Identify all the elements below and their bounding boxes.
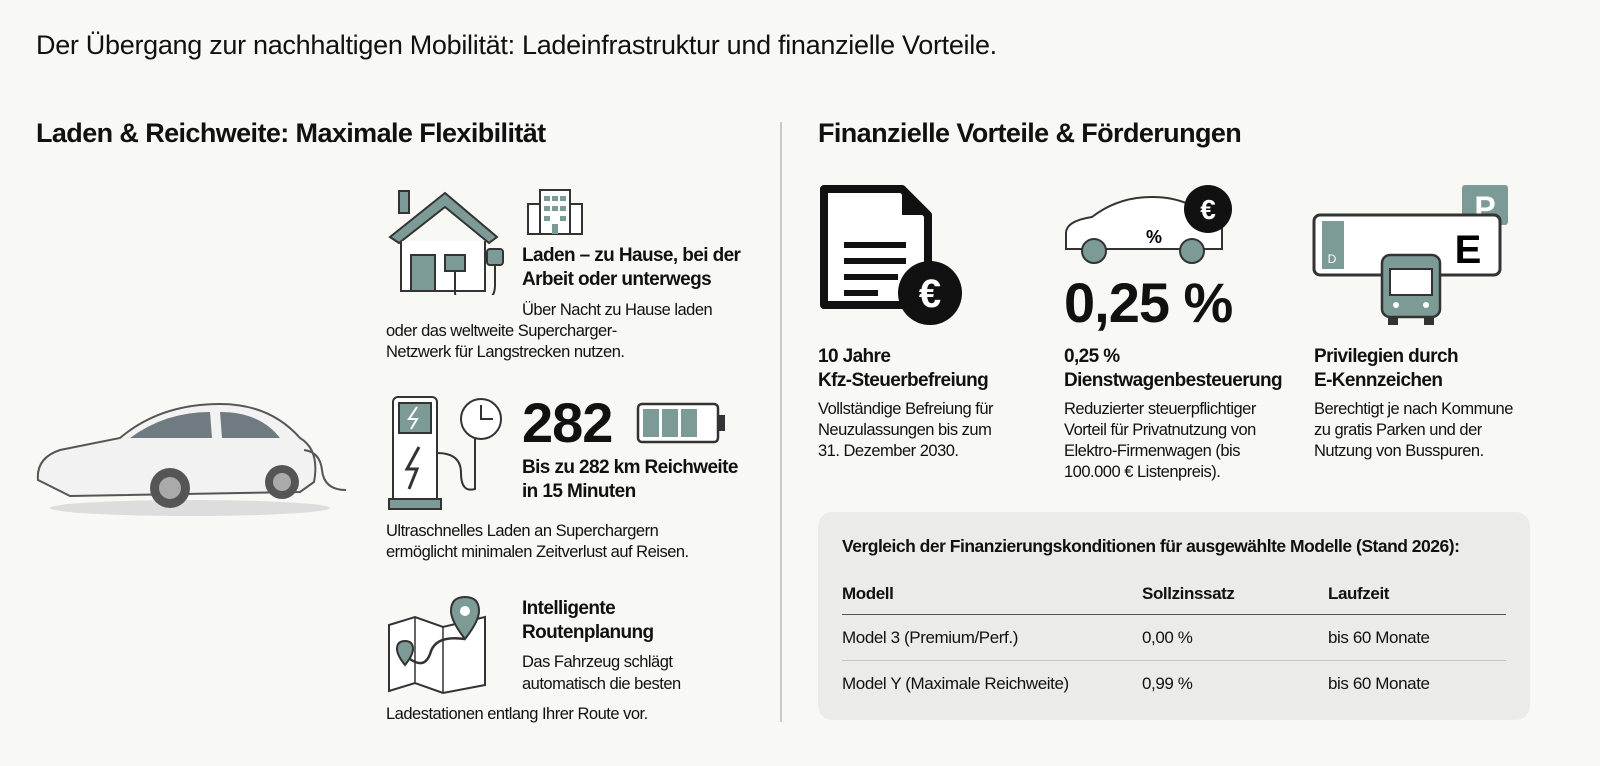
route-title: Intelligente — [522, 598, 616, 619]
charging-text: Über Nacht zu Hause laden — [522, 301, 713, 319]
document-euro-icon: € — [820, 185, 962, 325]
card-text: Elektro-Firmenwagen (bis — [1064, 442, 1240, 460]
card-title: 10 Jahre — [818, 346, 891, 367]
range-text: Ultraschnelles Laden an Superchargern — [386, 522, 659, 540]
range-title: Bis zu 282 km Reichweite — [522, 457, 738, 478]
benefit-card: 0,25 % Dienstwagenbesteuerung Reduzierter … — [1064, 345, 1283, 483]
benefit-card: 10 Jahre Kfz-Steuerbefreiung Vollständige … — [818, 345, 994, 462]
svg-text:€: € — [1200, 194, 1216, 225]
header-model: Modell — [842, 584, 894, 603]
svg-text:E: E — [1455, 228, 1482, 272]
svg-text:%: % — [1146, 227, 1162, 247]
card-title: Dienstwagenbesteuerung — [1064, 370, 1283, 391]
card-title: E-Kennzeichen — [1314, 370, 1443, 391]
table-caption: Vergleich der Finanzierungskonditionen f… — [842, 536, 1460, 556]
table-header: Modell Sollzinssatz Laufzeit — [842, 584, 1506, 615]
route-text: automatisch die besten — [522, 675, 681, 693]
card-text: Neuzulassungen bis zum — [818, 421, 992, 439]
card-text: zu gratis Parken und der — [1314, 421, 1482, 439]
page-title: Der Übergang zur nachhaltigen Mobilität:… — [36, 30, 997, 60]
electric-car-image — [36, 402, 347, 516]
svg-text:€: € — [919, 272, 941, 316]
financing-table: Vergleich der Finanzierungskonditionen f… — [818, 512, 1530, 720]
table-row: Model Y (Maximale Reichweite) 0,99 % bis… — [842, 674, 1506, 694]
left-heading: Laden & Reichweite: Maximale Flexibilitä… — [36, 118, 546, 148]
card-text: Berechtigt je nach Kommune — [1314, 400, 1513, 418]
range-text: ermöglicht minimalen Zeitverlust auf Rei… — [386, 543, 689, 561]
range-number: 282 — [522, 391, 613, 454]
range-title: in 15 Minuten — [522, 481, 636, 502]
card-text: 100.000 € Listenpreis). — [1064, 463, 1221, 481]
battery-segment — [662, 409, 678, 437]
right-heading: Finanzielle Vorteile & Förderungen — [818, 118, 1242, 148]
card-title: Kfz-Steuerbefreiung — [818, 370, 989, 391]
cell: 0,99 % — [1142, 674, 1193, 693]
svg-text:D: D — [1328, 252, 1337, 266]
route-text: Ladestationen entlang Ihrer Route vor. — [386, 705, 648, 723]
charging-text: oder das weltweite Supercharger- — [386, 322, 617, 340]
battery-icon — [636, 402, 725, 444]
card-text: Reduzierter steuerpflichtiger — [1064, 400, 1256, 418]
route-text: Das Fahrzeug schlägt — [522, 653, 673, 671]
map-pin-icon — [388, 595, 486, 695]
license-plate-bus-parking-icon: P D E — [1312, 185, 1508, 325]
charging-text: Netzwerk für Langstrecken nutzen. — [386, 343, 625, 361]
route-title: Routenplanung — [522, 622, 654, 643]
benefit-card: Privilegien durch E-Kennzeichen Berechtigt… — [1314, 345, 1513, 462]
charging-station-icon — [388, 396, 502, 510]
car-percent-euro-icon: % € — [1065, 185, 1232, 264]
office-building-icon — [527, 189, 583, 235]
card-text: Vollständige Befreiung für — [818, 400, 994, 418]
battery-segment — [643, 409, 659, 437]
cell: Model Y (Maximale Reichweite) — [842, 674, 1069, 693]
cell: Model 3 (Premium/Perf.) — [842, 628, 1018, 647]
cell: 0,00 % — [1142, 628, 1193, 647]
cell: bis 60 Monate — [1328, 674, 1430, 693]
divider — [780, 122, 782, 722]
card-title: 0,25 % — [1064, 346, 1120, 367]
house-plug-icon — [388, 190, 504, 295]
header-rate: Sollzinssatz — [1142, 584, 1235, 603]
card-text: Nutzung von Busspuren. — [1314, 442, 1484, 460]
card-title: Privilegien durch — [1314, 346, 1459, 367]
card-text: 31. Dezember 2030. — [818, 442, 959, 460]
cell: bis 60 Monate — [1328, 628, 1430, 647]
card-text: Vorteil für Privatnutzung von — [1064, 421, 1256, 439]
battery-segment — [681, 409, 697, 437]
header-term: Laufzeit — [1328, 584, 1390, 603]
table-row: Model 3 (Premium/Perf.) 0,00 % bis 60 Mo… — [842, 628, 1506, 661]
charging-title: Laden – zu Hause, bei der Arbeit oder un… — [522, 245, 741, 290]
tax-rate-big: 0,25 % — [1064, 271, 1233, 334]
